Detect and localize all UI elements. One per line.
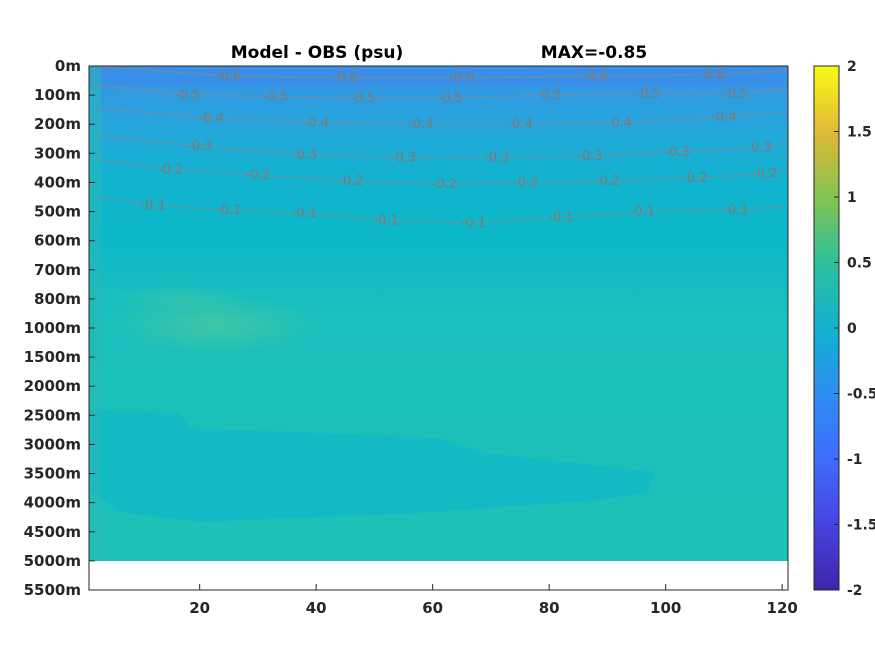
contour-label: -0.5 <box>175 88 200 103</box>
contour-line <box>94 84 788 99</box>
colorbar-tick-label: -1 <box>847 452 863 468</box>
max-annotation: MAX=-0.85 <box>541 43 647 63</box>
contour-label: -0.2 <box>432 177 457 192</box>
colorbar-tick-label: -2 <box>847 583 863 599</box>
contour-label: -0.4 <box>711 110 736 125</box>
y-tick-label: 2500m <box>24 406 81 424</box>
contour-label: -0.5 <box>536 88 561 103</box>
warm-patch-upper <box>110 284 250 312</box>
contour-label: -0.6 <box>583 69 608 84</box>
y-tick-label: 4500m <box>24 523 81 541</box>
colorbar-tick-label: 1.5 <box>847 125 872 141</box>
colorbar-tick-label: 1 <box>847 190 857 206</box>
contour-label: -0.3 <box>391 151 416 166</box>
contour-label: -0.2 <box>682 171 707 186</box>
contour-label: -0.2 <box>595 174 620 189</box>
contour-line <box>94 66 788 79</box>
contour-label: -0.3 <box>746 141 771 156</box>
y-tick-label: 5500m <box>24 581 81 599</box>
contour-label: -0.1 <box>630 205 655 220</box>
contour-label: -0.6 <box>449 71 474 86</box>
contour-label: -0.5 <box>636 87 661 102</box>
y-tick-label: 200m <box>34 115 81 133</box>
x-tick-label: 80 <box>539 599 560 617</box>
contour-label: -0.6 <box>333 71 358 86</box>
contour-lines <box>94 66 788 225</box>
heatmap-field: -0.1 -0.1 -0.1 -0.1 -0.1 -0.1 -0.1 -0.1 -0.2 -0.2… <box>89 66 788 561</box>
contour-label: -0.6 <box>216 69 241 84</box>
contour-label: -0.1 <box>216 203 241 218</box>
colorbar-tick-label: -1.5 <box>847 518 875 534</box>
y-tick-label: 400m <box>34 173 81 191</box>
chart-title: Model - OBS (psu) <box>231 43 404 63</box>
y-tick-label: 300m <box>34 144 81 162</box>
contour-label: -0.4 <box>303 116 328 131</box>
y-tick-label: 0m <box>55 57 81 75</box>
y-tick-label: 4000m <box>24 494 81 512</box>
colorbar-tick-label: -0.5 <box>847 387 875 403</box>
x-tick-label: 100 <box>650 599 681 617</box>
surface-layer <box>89 66 788 86</box>
contour-label: -0.5 <box>437 91 462 106</box>
contour-label: -0.2 <box>338 174 363 189</box>
contour-label: -0.4 <box>199 111 224 126</box>
x-axis: 20 40 60 80 100 120 <box>189 584 798 617</box>
y-tick-label: 5000m <box>24 552 81 570</box>
contour-line <box>94 158 788 185</box>
bottom-band <box>89 410 655 522</box>
colorbar-tick-label: 0 <box>847 321 857 337</box>
y-tick-label: 3500m <box>24 465 81 483</box>
y-tick-label: 100m <box>34 86 81 104</box>
contour-label: -0.3 <box>187 139 212 154</box>
contour-label: -0.1 <box>548 210 573 225</box>
y-tick-label: 700m <box>34 261 81 279</box>
y-tick-label: 1000m <box>24 319 81 337</box>
contour-label: -0.5 <box>263 90 288 105</box>
contour-label: -0.1 <box>373 213 398 228</box>
contour-labels: -0.1 -0.1 -0.1 -0.1 -0.1 -0.1 -0.1 -0.1 -0.2 -0.2… <box>140 68 777 231</box>
contour-line <box>94 107 788 125</box>
contour-label: -0.3 <box>577 149 602 164</box>
y-tick-label: 1500m <box>24 348 81 366</box>
x-tick-label: 40 <box>306 599 327 617</box>
x-tick-label: 120 <box>767 599 798 617</box>
contour-label: -0.2 <box>158 162 183 177</box>
contour-label: -0.2 <box>752 167 777 182</box>
contour-label: -0.2 <box>245 168 270 183</box>
contour-label: -0.3 <box>665 145 690 160</box>
contour-line <box>94 135 788 159</box>
y-tick-label: 3000m <box>24 435 81 453</box>
y-tick-label: 2000m <box>24 377 81 395</box>
contour-label: -0.4 <box>606 116 631 131</box>
contour-label: -0.1 <box>723 203 748 218</box>
contour-label: -0.1 <box>140 199 165 214</box>
contour-label: -0.4 <box>507 117 532 132</box>
y-tick-label: 500m <box>34 203 81 221</box>
contour-label: -0.4 <box>408 117 433 132</box>
contour-label: -0.5 <box>723 87 748 102</box>
contour-label: -0.6 <box>700 68 725 83</box>
colorbar: 2 1.5 1 0.5 0 -0.5 -1 -1.5 -2 <box>813 59 875 599</box>
contour-label: -0.3 <box>484 151 509 166</box>
y-axis: 0m 100m 200m 300m 400m 500m 600m 700m 800m 1000m 1… <box>24 57 95 599</box>
contour-label: -0.1 <box>292 206 317 221</box>
contour-label: -0.1 <box>461 216 486 231</box>
contour-line <box>94 194 788 225</box>
y-tick-label: 600m <box>34 232 81 250</box>
x-tick-label: 20 <box>189 599 210 617</box>
x-tick-label: 60 <box>422 599 443 617</box>
y-tick-label: 800m <box>34 290 81 308</box>
contour-label: -0.5 <box>350 91 375 106</box>
contour-label: -0.3 <box>292 148 317 163</box>
contour-label: -0.2 <box>513 175 538 190</box>
colorbar-tick-label: 0.5 <box>847 256 872 272</box>
left-edge-column <box>89 66 101 561</box>
colorbar-tick-label: 2 <box>847 59 857 75</box>
